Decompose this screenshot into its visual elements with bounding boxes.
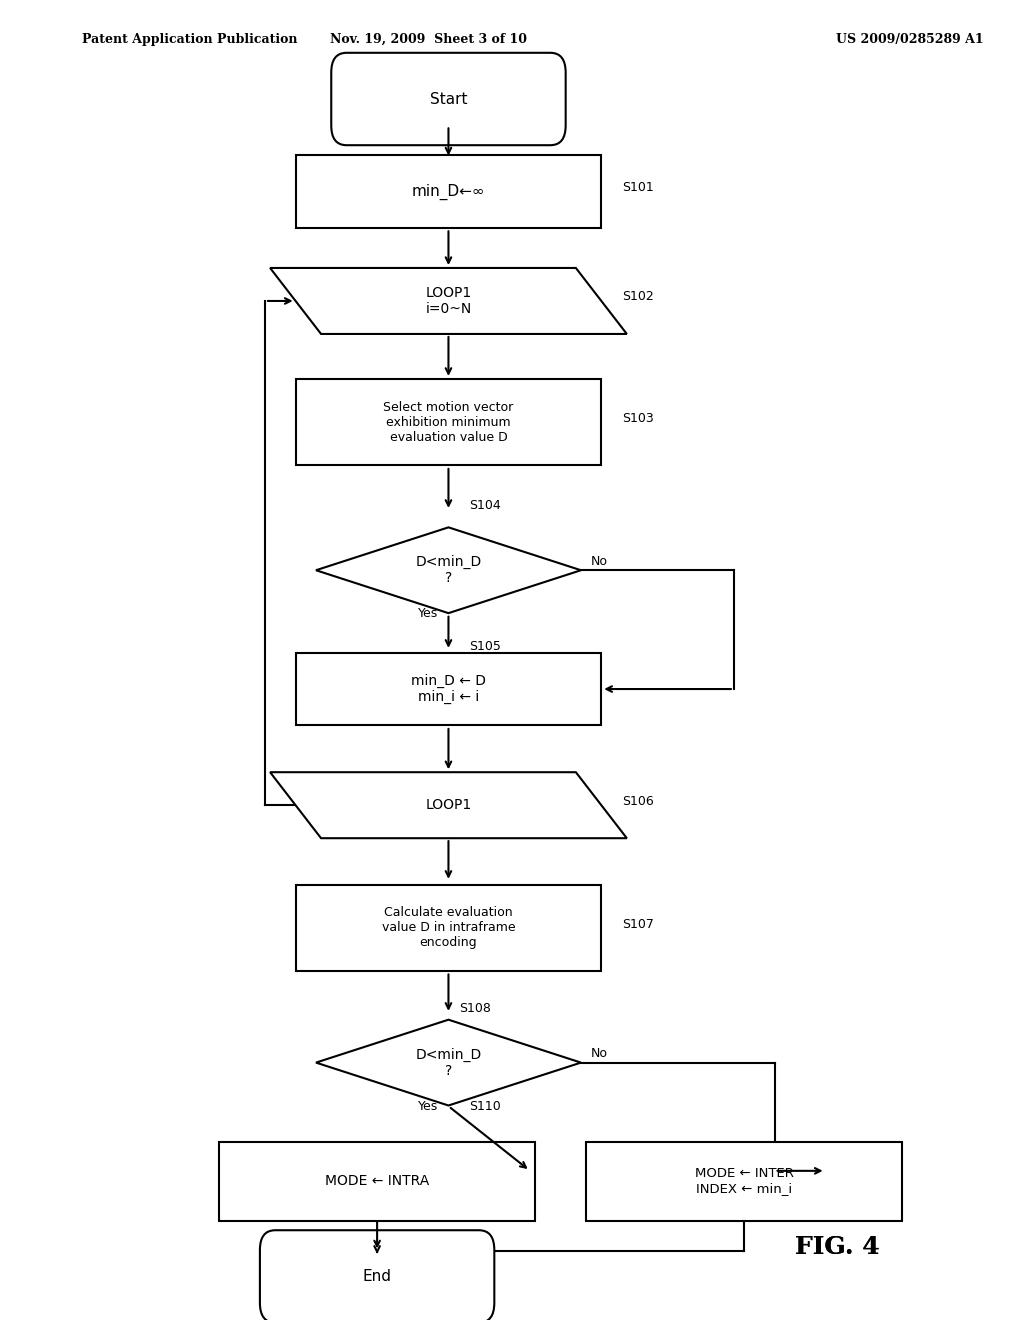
Text: No: No (591, 1047, 608, 1060)
Text: D<min_D
?: D<min_D ? (416, 556, 481, 585)
Bar (586, 1142, 902, 1221)
Text: S105: S105 (469, 640, 501, 653)
Text: S104: S104 (469, 499, 501, 512)
Bar (296, 653, 601, 726)
FancyBboxPatch shape (331, 53, 565, 145)
Text: S110: S110 (469, 1100, 501, 1113)
Text: Yes: Yes (418, 607, 438, 620)
Polygon shape (316, 528, 581, 612)
Polygon shape (270, 772, 627, 838)
Text: S102: S102 (622, 290, 653, 304)
Text: min_D←∞: min_D←∞ (412, 183, 485, 199)
Text: S107: S107 (622, 917, 653, 931)
Text: S109: S109 (784, 1171, 816, 1184)
Text: MODE ← INTRA: MODE ← INTRA (325, 1175, 429, 1188)
Bar (296, 379, 601, 465)
Text: Select motion vector
exhibition minimum
evaluation value D: Select motion vector exhibition minimum … (383, 401, 514, 444)
Text: Yes: Yes (418, 1100, 438, 1113)
Text: Nov. 19, 2009  Sheet 3 of 10: Nov. 19, 2009 Sheet 3 of 10 (330, 33, 526, 46)
Text: FIG. 4: FIG. 4 (795, 1236, 880, 1259)
Text: Calculate evaluation
value D in intraframe
encoding: Calculate evaluation value D in intrafra… (382, 907, 515, 949)
FancyBboxPatch shape (260, 1230, 495, 1320)
Text: Start: Start (430, 91, 467, 107)
Text: MODE ← INTER
INDEX ← min_i: MODE ← INTER INDEX ← min_i (694, 1167, 794, 1196)
Text: S108: S108 (459, 1002, 490, 1015)
Text: US 2009/0285289 A1: US 2009/0285289 A1 (836, 33, 983, 46)
Bar (296, 154, 601, 227)
Polygon shape (316, 1019, 581, 1106)
Text: End: End (362, 1269, 391, 1284)
Bar (296, 886, 601, 972)
Text: LOOP1: LOOP1 (425, 799, 472, 812)
Text: FIG. 4: FIG. 4 (795, 1236, 880, 1259)
Text: S106: S106 (622, 795, 653, 808)
Text: Patent Application Publication: Patent Application Publication (82, 33, 297, 46)
Text: LOOP1
i=0~N: LOOP1 i=0~N (425, 286, 472, 315)
Text: S103: S103 (622, 412, 653, 425)
Text: min_D ← D
min_i ← i: min_D ← D min_i ← i (411, 673, 486, 705)
Text: S101: S101 (622, 181, 653, 194)
Text: D<min_D
?: D<min_D ? (416, 1048, 481, 1077)
Bar (219, 1142, 536, 1221)
Polygon shape (270, 268, 627, 334)
Text: No: No (591, 554, 608, 568)
